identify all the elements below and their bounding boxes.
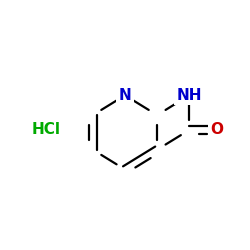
Text: O: O [210, 122, 223, 138]
Text: NH: NH [176, 88, 202, 103]
Text: N: N [119, 88, 132, 103]
Text: HCl: HCl [32, 122, 60, 138]
